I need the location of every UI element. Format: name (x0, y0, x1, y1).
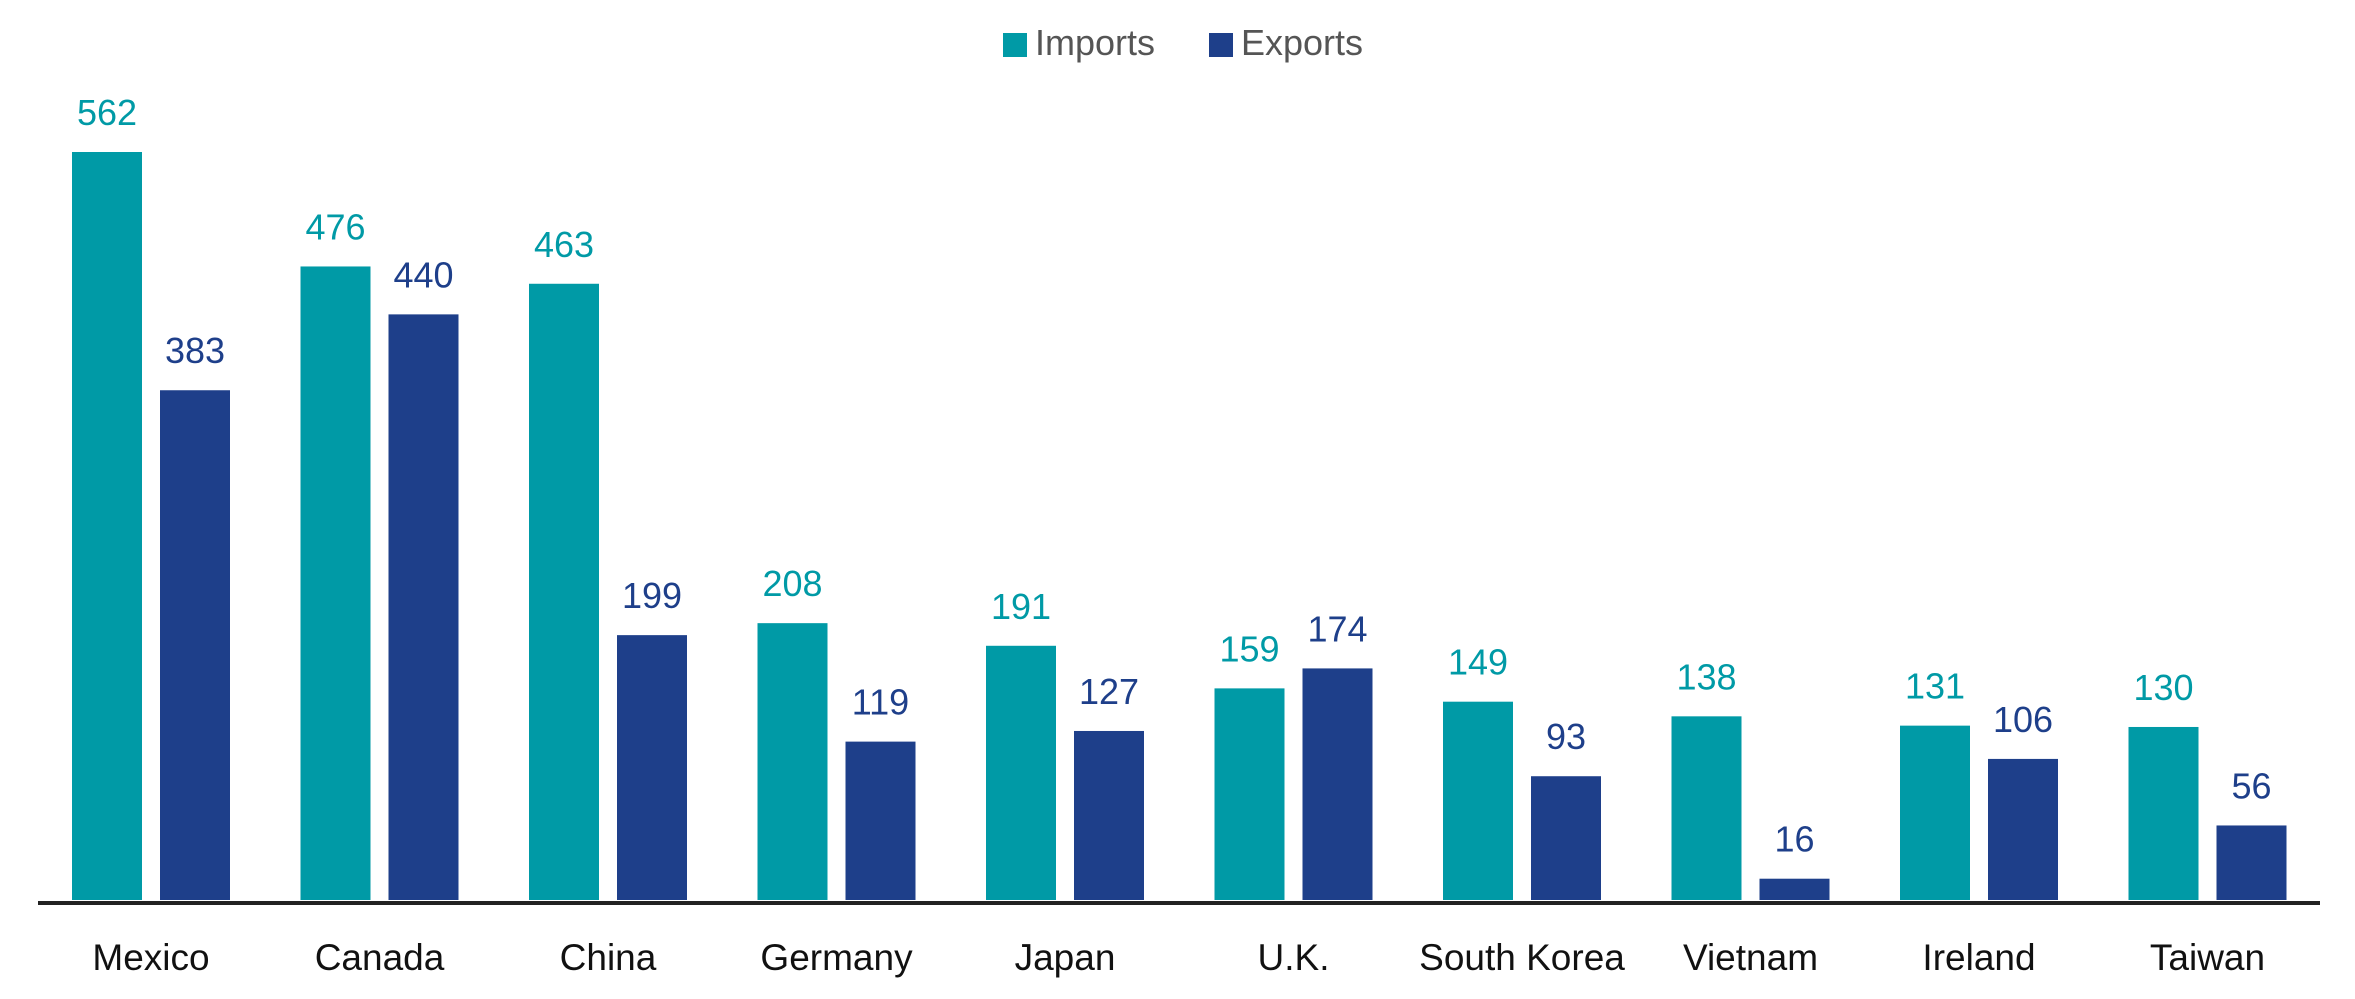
data-label-exports-taiwan: 56 (2231, 765, 2271, 806)
data-label-imports-south-korea: 149 (1448, 642, 1508, 683)
category-label-u-k: U.K. (1258, 937, 1330, 978)
chart-legend: Imports Exports (1003, 22, 1363, 63)
data-label-exports-germany: 119 (852, 682, 909, 723)
bar-exports-japan (1074, 730, 1144, 900)
data-label-imports-germany: 208 (762, 563, 822, 604)
data-label-imports-u-k: 159 (1219, 628, 1279, 669)
category-label-ireland: Ireland (1922, 937, 2035, 978)
data-label-exports-vietnam: 16 (1774, 819, 1814, 860)
legend-swatch-imports (1003, 33, 1027, 57)
bar-exports-mexico (160, 390, 230, 900)
data-label-imports-taiwan: 130 (2133, 667, 2193, 708)
data-label-exports-canada: 440 (393, 254, 453, 295)
data-label-exports-mexico: 383 (165, 330, 225, 371)
data-label-exports-u-k: 174 (1307, 608, 1367, 649)
legend-swatch-exports (1209, 33, 1233, 57)
bar-exports-china (617, 635, 687, 900)
category-label-canada: Canada (315, 937, 445, 978)
category-label-germany: Germany (760, 937, 913, 978)
bar-exports-vietnam (1759, 878, 1830, 900)
category-label-taiwan: Taiwan (2150, 937, 2265, 978)
category-labels: Mexico Canada China Germany Japan U.K. South K… (92, 937, 2265, 978)
bar-imports-china (529, 283, 599, 900)
bar-exports-canada (388, 314, 459, 901)
bar-exports-taiwan (2216, 825, 2287, 900)
bar-imports-u-k (1214, 688, 1285, 900)
legend-label-imports: Imports (1035, 22, 1155, 63)
data-label-imports-japan: 191 (991, 586, 1051, 627)
data-label-exports-japan: 127 (1079, 671, 1139, 712)
category-label-mexico: Mexico (92, 937, 209, 978)
bar-exports-south-korea (1531, 776, 1601, 900)
data-label-exports-south-korea: 93 (1546, 716, 1586, 757)
data-labels: 562 383 476 440 463 199 208 119 191 127 159 174 149 9… (77, 92, 2272, 860)
bar-imports-canada (300, 266, 371, 900)
bar-imports-japan (986, 645, 1056, 900)
category-label-vietnam: Vietnam (1683, 937, 1818, 978)
bar-group (72, 152, 2287, 901)
data-label-exports-ireland: 106 (1993, 699, 2053, 740)
bar-imports-germany (757, 623, 828, 900)
bar-imports-mexico (72, 152, 142, 900)
bar-exports-germany (845, 741, 916, 900)
category-label-south-korea: South Korea (1419, 937, 1625, 978)
bar-exports-ireland (1988, 758, 2058, 900)
category-label-japan: Japan (1015, 937, 1116, 978)
data-label-imports-vietnam: 138 (1676, 656, 1736, 697)
bar-imports-ireland (1900, 725, 1970, 900)
data-label-imports-canada: 476 (305, 206, 365, 247)
category-label-china: China (560, 937, 657, 978)
bar-exports-u-k (1302, 668, 1373, 900)
data-label-imports-china: 463 (534, 224, 594, 265)
data-label-exports-china: 199 (622, 575, 682, 616)
data-label-imports-ireland: 131 (1905, 666, 1965, 707)
bar-imports-south-korea (1443, 701, 1513, 900)
legend-label-exports: Exports (1241, 22, 1363, 63)
bar-imports-taiwan (2128, 726, 2199, 900)
bar-imports-vietnam (1671, 716, 1742, 900)
data-label-imports-mexico: 562 (77, 92, 137, 133)
